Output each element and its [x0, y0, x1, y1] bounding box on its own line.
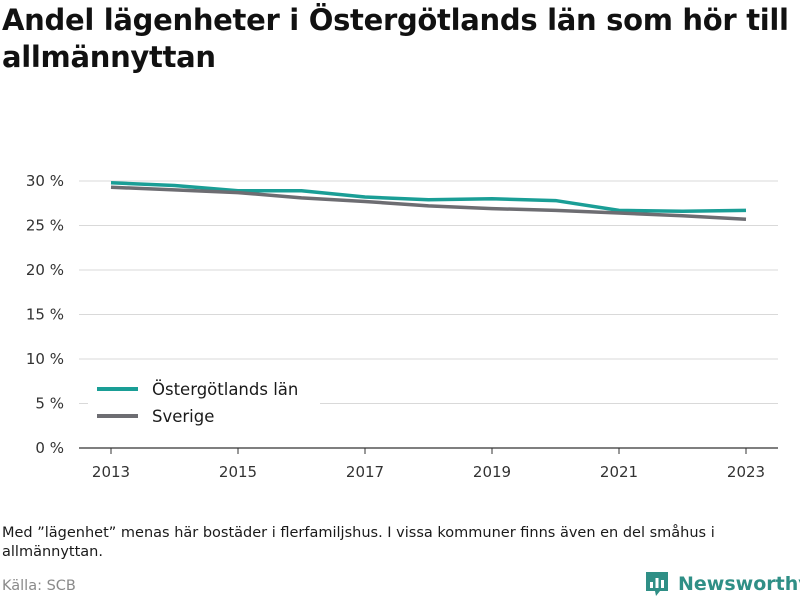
x-tick-label: 2019 — [473, 463, 511, 481]
y-tick-label: 15 % — [26, 306, 64, 324]
series-lines — [110, 181, 747, 222]
chart-title: Andel lägenheter i Östergötlands län som… — [2, 3, 789, 74]
legend-background — [88, 374, 320, 432]
x-tick-label: 2021 — [600, 463, 638, 481]
chart-footnote: Med ”lägenhet” menas här bostäder i fler… — [2, 525, 715, 560]
x-tick-label: 2023 — [727, 463, 765, 481]
x-tick-label: 2017 — [346, 463, 384, 481]
legend-label: Östergötlands län — [152, 380, 298, 399]
y-tick-label: 25 % — [26, 217, 64, 235]
x-tick-label: 2015 — [219, 463, 257, 481]
series-line-0 — [110, 181, 747, 214]
source-note: Källa: SCB — [2, 578, 76, 594]
newsworthy-logo-icon — [646, 572, 668, 596]
y-tick-label: 10 % — [26, 350, 64, 368]
x-axis: 2013 2015 2017 2019 2021 2023 — [79, 447, 778, 481]
x-tick-label: 2013 — [92, 463, 130, 481]
y-tick-label: 30 % — [26, 172, 64, 190]
legend: Östergötlands län Sverige — [88, 374, 320, 432]
gridlines: 0 % 5 % 10 % 15 % 20 % 25 % 30 % — [26, 172, 778, 457]
y-tick-label: 0 % — [35, 439, 64, 457]
series-line-1 — [110, 185, 747, 222]
brand-logo: Newsworthy — [644, 570, 800, 598]
y-tick-label: 20 % — [26, 261, 64, 279]
legend-label: Sverige — [152, 407, 214, 426]
line-chart: 0 %5 %10 %15 %20 %25 %30 % 2013 2015 2017 2… — [26, 172, 778, 481]
brand-name: Newsworthy — [678, 573, 800, 595]
y-tick-label: 5 % — [35, 395, 64, 413]
